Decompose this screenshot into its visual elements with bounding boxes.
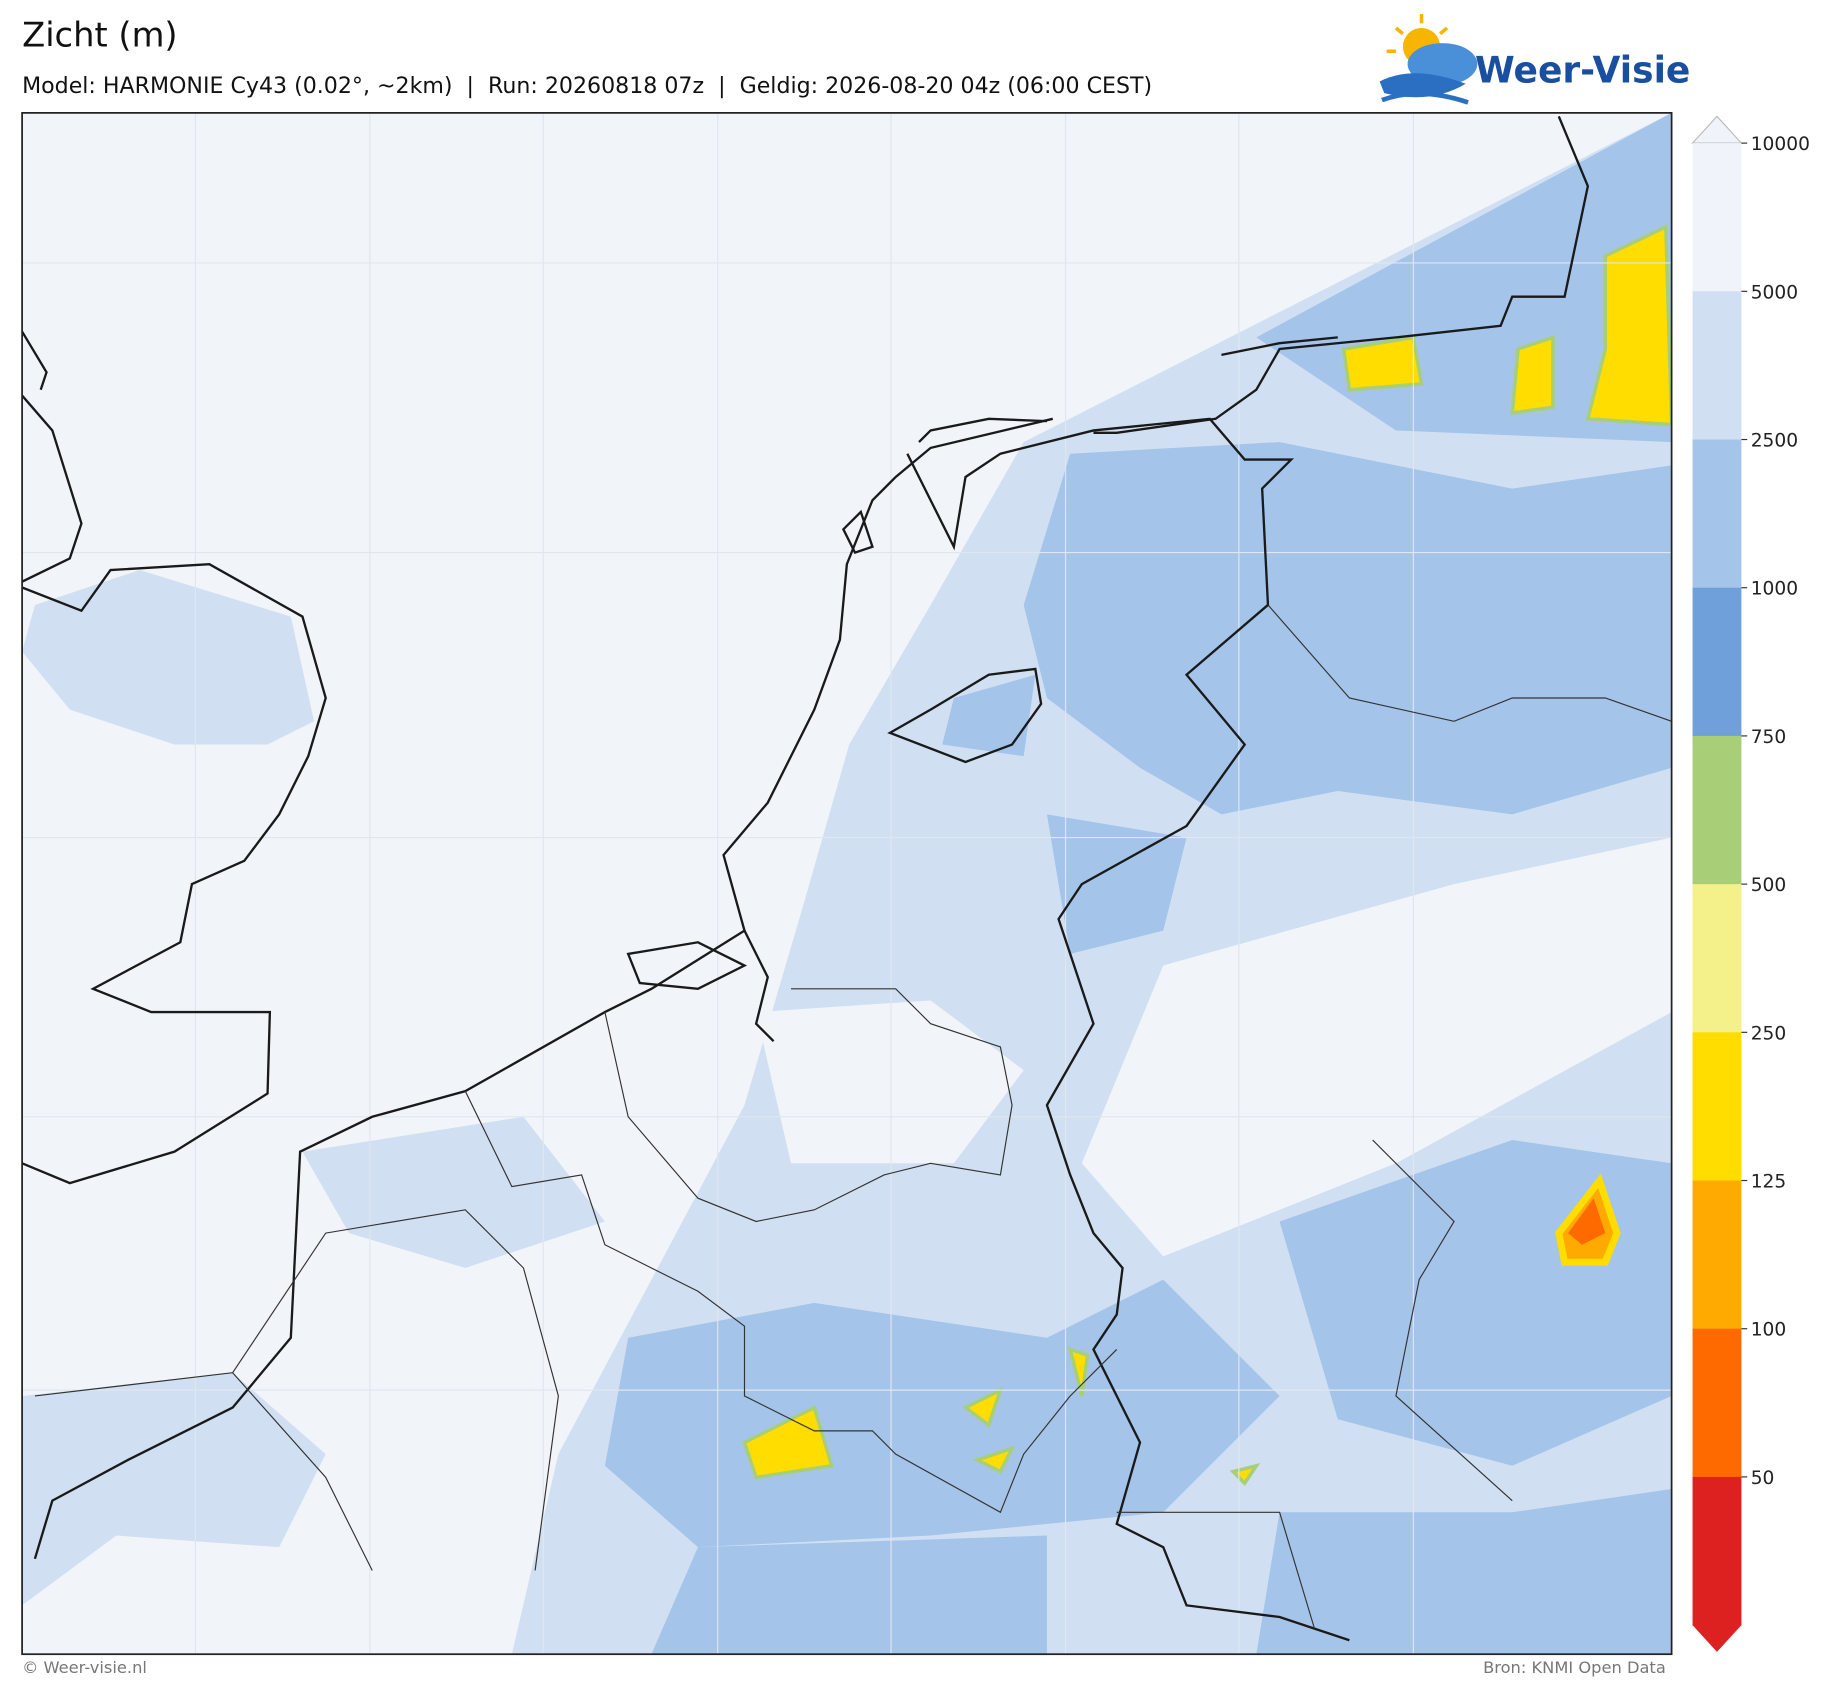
visibility-50-100 — [1568, 1198, 1606, 1245]
colorbar-segment — [1692, 1032, 1742, 1182]
colorbar-extend-bottom — [1692, 1625, 1742, 1652]
footer-right: Bron: KNMI Open Data — [1483, 1658, 1666, 1677]
map-frame — [21, 112, 1673, 1656]
colorbar-segment — [1692, 587, 1742, 737]
colorbar-segment — [1692, 439, 1742, 589]
colorbar-segment — [1692, 884, 1742, 1033]
colorbar-tick-label: 50 — [1751, 1468, 1775, 1489]
colorbar-segment — [1692, 1328, 1742, 1478]
colorbar-segment — [1692, 291, 1742, 441]
colorbar-extend-top — [1691, 115, 1743, 144]
colorbar-segment — [1692, 143, 1742, 292]
colorbar-tick-label: 5000 — [1751, 282, 1798, 303]
logo-text: Weer-Visie — [1475, 50, 1690, 92]
graticule — [22, 112, 1672, 1655]
borders — [34, 604, 1672, 1629]
colorbar-segment — [1692, 1180, 1742, 1330]
coastline — [22, 115, 1590, 1642]
colorbar-tick-label: 2500 — [1751, 431, 1798, 452]
visibility-125-250 — [742, 224, 1672, 1486]
colorbar-tick-label: 500 — [1751, 875, 1787, 896]
colorbar-segment — [1692, 1476, 1742, 1626]
colorbar-tick-label: 750 — [1751, 727, 1787, 748]
colorbar-tick-label: 10000 — [1751, 134, 1810, 155]
colorbar-segment — [1692, 735, 1742, 885]
subtitle: Model: HARMONIE Cy43 (0.02°, ~2km) | Run… — [22, 73, 1152, 99]
colorbar-tick-label: 100 — [1751, 1320, 1787, 1341]
title: Zicht (m) — [22, 16, 177, 55]
clear-areas — [756, 837, 1672, 1257]
footer-left: © Weer-visie.nl — [22, 1658, 147, 1677]
colorbar-tick-label: 125 — [1751, 1172, 1787, 1193]
colorbar-tick-label: 1000 — [1751, 579, 1798, 600]
colorbar-tick-label: 250 — [1751, 1023, 1787, 1044]
colorbar: 10000 5000 2500 1000 750 500 250 125 100 50 — [1691, 115, 1810, 1652]
logo: Weer-Visie — [1379, 13, 1690, 105]
map — [22, 112, 1672, 1655]
visibility-1000-2500 — [604, 112, 1672, 1655]
